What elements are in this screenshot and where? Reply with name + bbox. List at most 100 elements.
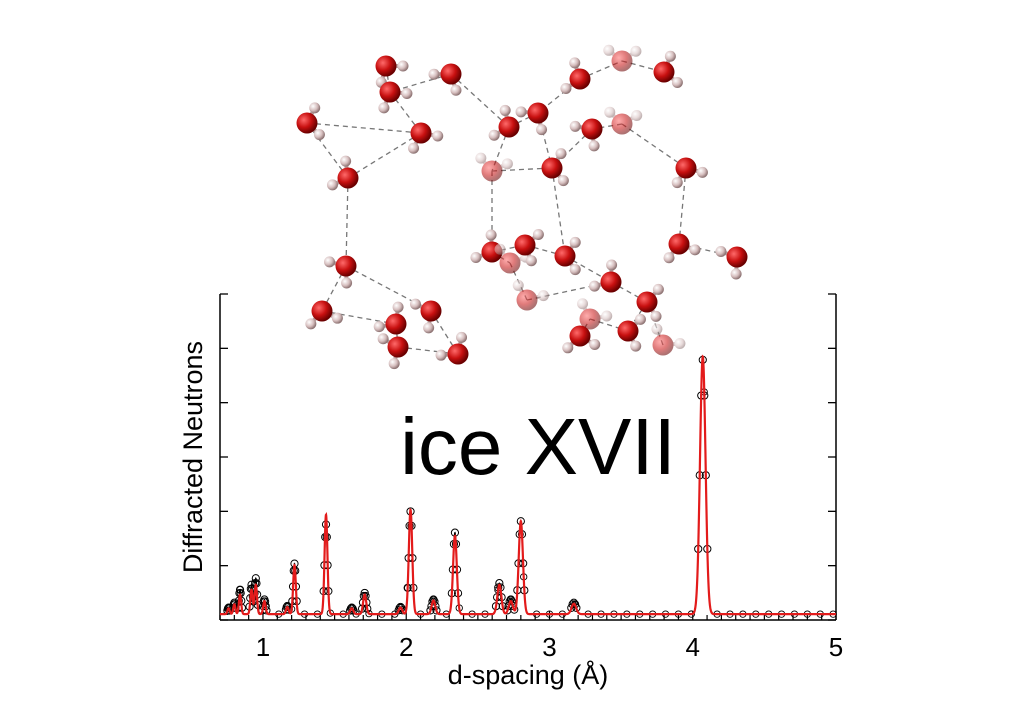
water-molecule bbox=[408, 122, 444, 154]
water-molecule bbox=[373, 301, 407, 335]
hydrogen-bond-lines bbox=[306, 60, 738, 355]
hydrogen-atom bbox=[392, 301, 404, 313]
observed-point bbox=[510, 605, 519, 614]
hydrogen-atom bbox=[630, 340, 642, 352]
hydrogen-atom bbox=[499, 104, 511, 116]
hydrogen-atom bbox=[569, 236, 581, 248]
hydrogen-bond bbox=[524, 244, 566, 257]
hydrogen-atom bbox=[305, 318, 317, 330]
hydrogen-atom bbox=[378, 102, 390, 114]
x-tick-label: 1 bbox=[256, 632, 270, 662]
water-molecule bbox=[554, 236, 581, 276]
oxygen-atom bbox=[554, 245, 576, 267]
water-molecule bbox=[560, 57, 591, 95]
x-tick-label: 4 bbox=[686, 632, 700, 662]
oxygen-atom bbox=[375, 55, 397, 77]
y-axis-ticks bbox=[220, 293, 836, 621]
hydrogen-bond bbox=[551, 167, 566, 257]
water-molecule bbox=[604, 106, 643, 135]
oxygen-atom bbox=[499, 252, 521, 274]
hydrogen-bond bbox=[306, 122, 422, 134]
oxygen-atom bbox=[337, 167, 359, 189]
hydrogen-atom bbox=[606, 259, 618, 271]
water-molecule bbox=[435, 331, 469, 365]
hydrogen-atom bbox=[525, 255, 537, 267]
hydrogen-bond bbox=[306, 122, 349, 179]
oxygen-atom bbox=[569, 325, 591, 347]
oxygen-atom bbox=[387, 336, 409, 358]
water-molecule bbox=[589, 259, 622, 293]
hydrogen-atom bbox=[569, 120, 581, 132]
hydrogen-atom bbox=[652, 283, 664, 295]
water-molecule bbox=[475, 152, 513, 182]
oxygen-atom bbox=[516, 289, 538, 311]
hydrogen-atom bbox=[515, 106, 527, 118]
water-molecule bbox=[577, 298, 613, 330]
x-tick-label: 5 bbox=[829, 632, 843, 662]
hydrogen-bond bbox=[589, 318, 629, 332]
oxygen-atom bbox=[335, 255, 357, 277]
hydrogen-atom bbox=[634, 313, 646, 325]
observed-point bbox=[236, 586, 244, 594]
hydrogen-atom bbox=[377, 333, 389, 345]
hydrogen-atom bbox=[537, 290, 549, 302]
oxygen-atom bbox=[675, 157, 697, 179]
x-axis-ticks bbox=[219, 611, 837, 620]
hydrogen-atom bbox=[555, 148, 567, 160]
oxygen-atom bbox=[514, 234, 536, 256]
hydrogen-atom bbox=[532, 229, 544, 241]
oxygen-atom bbox=[600, 271, 622, 293]
water-molecules bbox=[296, 44, 748, 370]
hydrogen-atom bbox=[397, 60, 409, 72]
hydrogen-atom bbox=[569, 264, 581, 276]
water-molecule bbox=[514, 229, 544, 267]
hydrogen-bond bbox=[345, 265, 432, 312]
water-molecule bbox=[651, 323, 686, 356]
hydrogen-atom bbox=[562, 342, 574, 354]
hydrogen-atom bbox=[569, 57, 581, 69]
hydrogen-atom bbox=[557, 175, 569, 187]
hydrogen-atom bbox=[309, 102, 321, 114]
water-molecule bbox=[488, 104, 520, 141]
water-molecule bbox=[512, 279, 549, 311]
observed-point bbox=[572, 603, 581, 613]
oxygen-atom bbox=[611, 113, 633, 135]
y-axis-label: Diffracted Neutrons bbox=[178, 341, 208, 573]
hydrogen-atom bbox=[696, 166, 708, 178]
hydrogen-atom bbox=[326, 179, 338, 191]
hydrogen-atom bbox=[536, 124, 548, 136]
hydrogen-atom bbox=[494, 243, 506, 255]
hydrogen-atom bbox=[340, 155, 352, 167]
hydrogen-bond bbox=[450, 73, 510, 128]
x-axis-tick-labels: 1 2 3 4 5 bbox=[256, 632, 843, 662]
hydrogen-atom bbox=[631, 109, 643, 121]
oxygen-atom bbox=[527, 102, 549, 124]
oxygen-atom bbox=[311, 300, 333, 322]
hydrogen-atom bbox=[689, 244, 701, 256]
hydrogen-atom bbox=[630, 45, 642, 57]
hydrogen-atom bbox=[456, 331, 468, 343]
oxygen-atom bbox=[296, 112, 318, 134]
hydrogen-atom bbox=[674, 338, 686, 350]
x-tick-label: 3 bbox=[542, 632, 556, 662]
oxygen-atom bbox=[440, 63, 462, 85]
x-tick-label: 2 bbox=[399, 632, 413, 662]
hydrogen-atom bbox=[664, 50, 676, 62]
hydrogen-atom bbox=[423, 322, 435, 334]
oxygen-atom bbox=[653, 61, 675, 83]
water-molecule bbox=[326, 155, 359, 191]
oxygen-atom bbox=[617, 320, 639, 342]
hydrogen-atom bbox=[331, 312, 343, 324]
hydrogen-atom bbox=[560, 83, 572, 95]
hydrogen-bond bbox=[345, 177, 349, 267]
water-molecule bbox=[663, 233, 701, 264]
plot-traces bbox=[220, 354, 837, 618]
water-molecule bbox=[296, 102, 325, 141]
hydrogen-atom bbox=[373, 321, 385, 333]
water-molecule bbox=[617, 313, 646, 352]
oxygen-atom bbox=[379, 81, 401, 103]
water-molecule bbox=[569, 118, 603, 152]
hydrogen-atom bbox=[432, 130, 444, 142]
water-molecule bbox=[671, 157, 708, 189]
